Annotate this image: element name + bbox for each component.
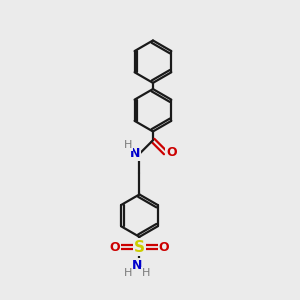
Text: H: H bbox=[124, 268, 132, 278]
Text: O: O bbox=[166, 146, 177, 159]
Text: S: S bbox=[134, 240, 145, 255]
Text: H: H bbox=[124, 140, 132, 150]
Text: O: O bbox=[110, 241, 120, 254]
Text: O: O bbox=[159, 241, 170, 254]
Text: N: N bbox=[130, 147, 140, 160]
Text: H: H bbox=[142, 268, 150, 278]
Text: N: N bbox=[132, 259, 142, 272]
